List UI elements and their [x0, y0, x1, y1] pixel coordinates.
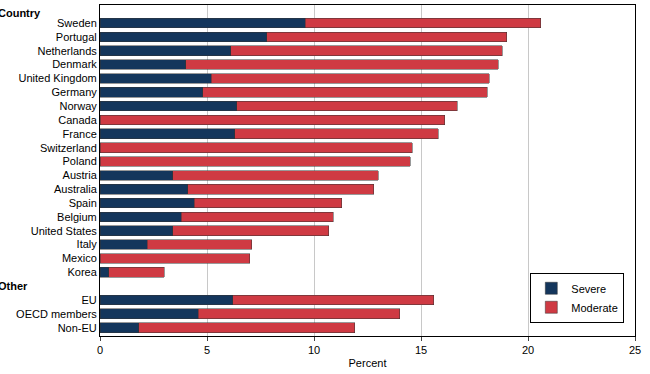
svg-text:5: 5: [204, 344, 210, 356]
svg-text:Belgium: Belgium: [57, 211, 97, 223]
svg-text:25: 25: [629, 344, 641, 356]
svg-text:Mexico: Mexico: [62, 252, 97, 264]
svg-text:EU: EU: [82, 294, 97, 306]
svg-text:0: 0: [97, 344, 103, 356]
svg-text:Netherlands: Netherlands: [37, 45, 97, 57]
svg-text:France: France: [63, 128, 97, 140]
svg-text:Moderate: Moderate: [571, 302, 617, 314]
svg-text:Non-EU: Non-EU: [58, 322, 97, 334]
svg-text:15: 15: [415, 344, 427, 356]
svg-text:Country: Country: [0, 7, 41, 19]
svg-text:Norway: Norway: [60, 100, 98, 112]
svg-text:Denmark: Denmark: [52, 58, 97, 70]
svg-text:Germany: Germany: [52, 86, 98, 98]
svg-text:Other: Other: [0, 280, 28, 292]
svg-text:Austria: Austria: [63, 169, 98, 181]
svg-text:Severe: Severe: [571, 283, 606, 295]
svg-text:Switzerland: Switzerland: [40, 142, 97, 154]
svg-text:10: 10: [308, 344, 320, 356]
svg-text:United Kingdom: United Kingdom: [19, 72, 97, 84]
svg-text:Korea: Korea: [67, 266, 97, 278]
svg-text:United States: United States: [31, 225, 98, 237]
svg-text:Canada: Canada: [58, 114, 97, 126]
svg-text:20: 20: [522, 344, 534, 356]
svg-text:Sweden: Sweden: [57, 17, 97, 29]
svg-text:Spain: Spain: [69, 197, 97, 209]
svg-text:OECD members: OECD members: [16, 308, 97, 320]
svg-text:Poland: Poland: [63, 155, 97, 167]
svg-text:Portugal: Portugal: [56, 31, 97, 43]
svg-text:Australia: Australia: [54, 183, 98, 195]
svg-text:Italy: Italy: [77, 238, 98, 250]
svg-text:Percent: Percent: [349, 357, 387, 369]
